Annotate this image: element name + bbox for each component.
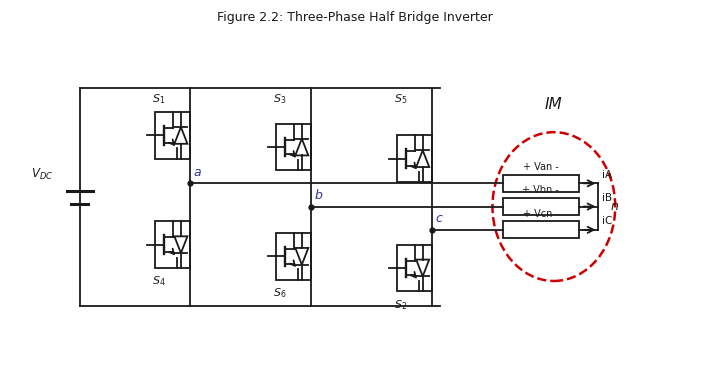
- Bar: [155, 221, 190, 268]
- Text: $S_{2}$: $S_{2}$: [394, 298, 407, 312]
- Bar: [503, 221, 579, 238]
- Bar: [275, 233, 311, 280]
- Text: a: a: [194, 166, 202, 179]
- Text: $S_{4}$: $S_{4}$: [152, 275, 165, 288]
- Text: Figure 2.2: Three-Phase Half Bridge Inverter: Figure 2.2: Three-Phase Half Bridge Inve…: [217, 11, 493, 24]
- Bar: [155, 112, 190, 159]
- Text: b: b: [315, 189, 323, 202]
- Text: iB: iB: [602, 193, 612, 203]
- Text: $S_{3}$: $S_{3}$: [273, 92, 286, 106]
- Text: $S_{1}$: $S_{1}$: [152, 92, 165, 106]
- Text: + Vbn -: + Vbn -: [523, 186, 559, 195]
- Text: $S_{5}$: $S_{5}$: [394, 92, 408, 106]
- Bar: [397, 245, 432, 291]
- Text: iA: iA: [602, 169, 612, 180]
- Text: IM: IM: [545, 97, 562, 112]
- Bar: [397, 135, 432, 182]
- Text: $V_{DC}$: $V_{DC}$: [31, 166, 53, 181]
- Text: $S_{6}$: $S_{6}$: [273, 286, 286, 300]
- Bar: [503, 175, 579, 192]
- Bar: [275, 124, 311, 170]
- Bar: [503, 198, 579, 215]
- Text: n: n: [611, 200, 618, 213]
- Text: + Van -: + Van -: [523, 162, 559, 172]
- Text: + Vcn -: + Vcn -: [523, 209, 559, 219]
- Text: c: c: [436, 212, 442, 225]
- Text: iC: iC: [602, 216, 613, 226]
